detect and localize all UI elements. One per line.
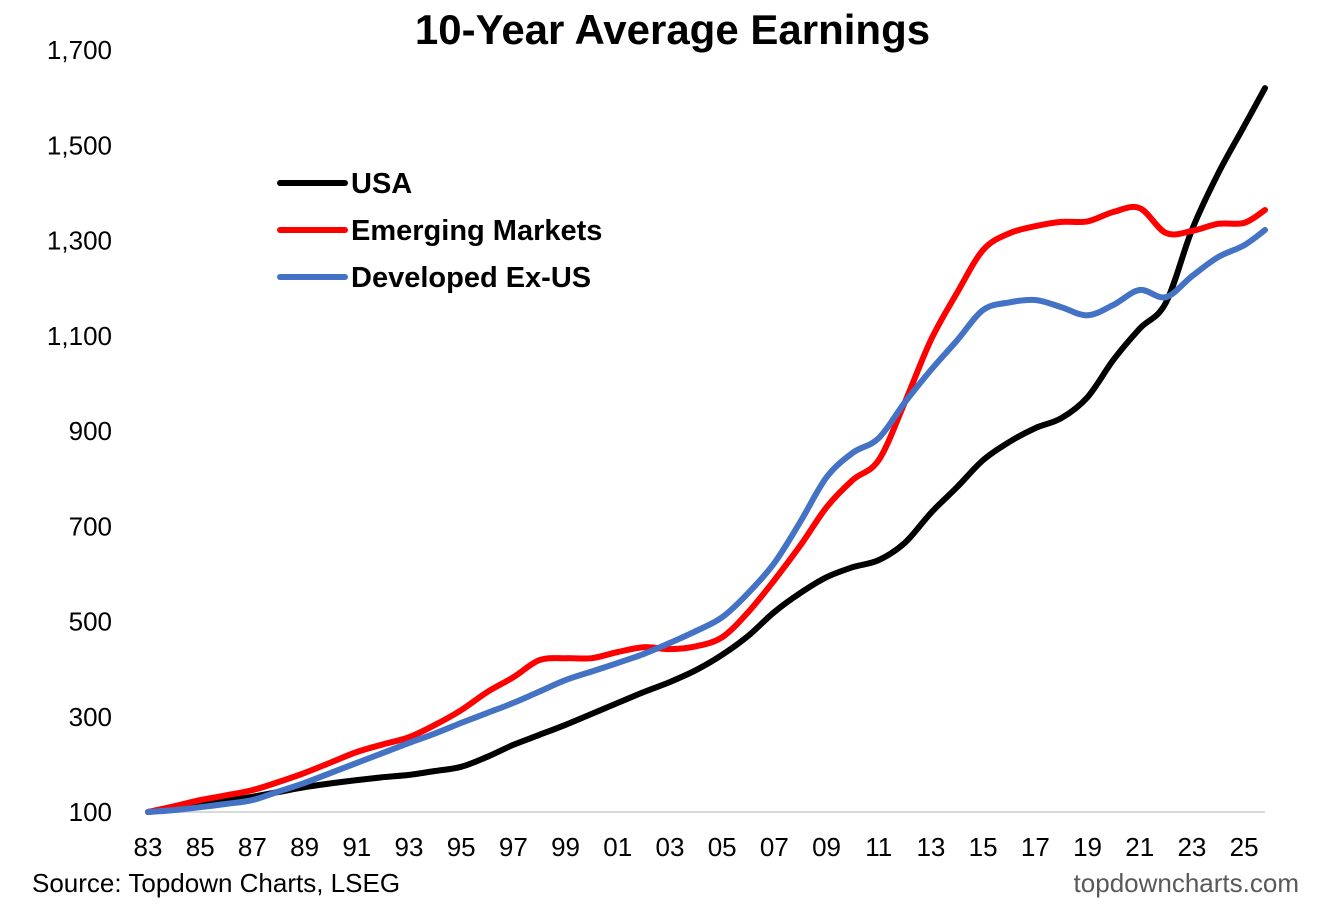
x-tick-label: 15 xyxy=(969,832,998,862)
watermark: topdowncharts.com xyxy=(1073,868,1299,898)
legend-label: Developed Ex-US xyxy=(351,262,591,294)
x-tick-label: 89 xyxy=(290,832,319,862)
y-tick-label: 1,300 xyxy=(47,226,112,256)
x-tick-label: 09 xyxy=(812,832,841,862)
x-tick-label: 97 xyxy=(499,832,528,862)
x-axis-labels: 83 85 87 89 91 93 95 97 99 01 03 05 07 09 11 13 15 17 19 21… xyxy=(134,832,1259,862)
x-tick-label: 13 xyxy=(916,832,945,862)
y-tick-label: 900 xyxy=(69,416,112,446)
legend-label: USA xyxy=(351,168,412,200)
y-tick-label: 700 xyxy=(69,511,112,541)
x-tick-label: 21 xyxy=(1125,832,1154,862)
legend-label: Emerging Markets xyxy=(351,215,602,247)
x-tick-label: 11 xyxy=(865,832,892,862)
series-line-developed-ex-us xyxy=(145,227,1268,815)
y-tick-label: 1,500 xyxy=(47,130,112,160)
x-tick-label: 01 xyxy=(603,832,632,862)
x-tick-label: 83 xyxy=(134,832,163,862)
y-tick-label: 1,100 xyxy=(47,321,112,351)
series-line-usa xyxy=(145,85,1268,815)
x-tick-label: 85 xyxy=(186,832,215,862)
x-tick-label: 93 xyxy=(395,832,424,862)
x-tick-label: 91 xyxy=(342,832,371,862)
series-line-emerging-markets xyxy=(145,203,1268,815)
x-tick-label: 95 xyxy=(447,832,476,862)
chart-title: 10-Year Average Earnings xyxy=(414,6,931,53)
x-tick-label: 99 xyxy=(551,832,580,862)
x-tick-label: 23 xyxy=(1177,832,1206,862)
x-tick-label: 25 xyxy=(1230,832,1259,862)
y-tick-label: 100 xyxy=(69,797,112,827)
x-tick-label: 05 xyxy=(708,832,737,862)
y-tick-label: 500 xyxy=(69,607,112,637)
x-tick-label: 03 xyxy=(656,832,685,862)
x-tick-label: 17 xyxy=(1021,832,1050,862)
source-note: Source: Topdown Charts, LSEG xyxy=(32,868,401,898)
y-axis-labels: 100 300 500 700 900 1,100 1,300 1,500 1,700 xyxy=(47,35,112,827)
series-lines xyxy=(145,85,1268,815)
y-tick-label: 1,700 xyxy=(47,35,112,65)
x-tick-label: 87 xyxy=(238,832,267,862)
legend: USA Emerging Markets Developed Ex-US xyxy=(277,168,602,294)
x-tick-label: 07 xyxy=(760,832,789,862)
y-tick-label: 300 xyxy=(69,702,112,732)
x-tick-label: 19 xyxy=(1073,832,1102,862)
